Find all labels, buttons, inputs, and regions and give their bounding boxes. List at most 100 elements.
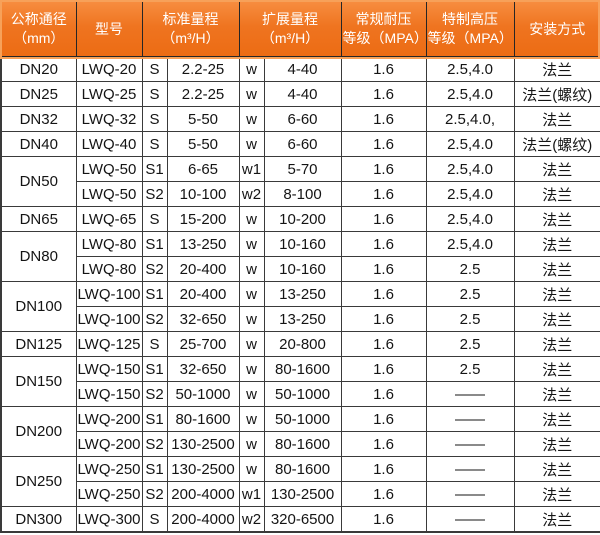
header-text: （mm） — [13, 30, 65, 46]
cell-extended-range-code: w — [238, 431, 265, 457]
header-installation: 安装方式 — [513, 0, 600, 57]
cell-nominal-diameter: DN25 — [0, 81, 77, 107]
cell-regular-pressure: 1.6 — [340, 106, 427, 132]
cell-model: LWQ-50 — [75, 156, 143, 182]
cell-standard-range-code: S1 — [141, 456, 168, 482]
cell-high-pressure: 2.5,4.0 — [425, 181, 515, 207]
cell-standard-range-value: 15-200 — [166, 206, 240, 232]
cell-standard-range-code: S2 — [141, 306, 168, 332]
cell-extended-range-value: 80-1600 — [263, 356, 342, 382]
cell-regular-pressure: 1.6 — [340, 156, 427, 182]
cell-regular-pressure: 1.6 — [340, 281, 427, 307]
cell-model: LWQ-250 — [75, 481, 143, 507]
cell-extended-range-code: w1 — [238, 156, 265, 182]
header-text: 型号 — [95, 20, 123, 37]
cell-extended-range-code: w — [238, 356, 265, 382]
header-text: 公称通径 — [10, 11, 67, 28]
cell-model: LWQ-80 — [75, 256, 143, 282]
cell-nominal-diameter: DN65 — [0, 206, 77, 232]
cell-standard-range-value: 130-2500 — [166, 431, 240, 457]
cell-standard-range-value: 200-4000 — [166, 481, 240, 507]
cell-model: LWQ-200 — [75, 431, 143, 457]
cell-extended-range-code: w — [238, 131, 265, 157]
table-body: DN20 LWQ-20 S 2.2-25 w 4-40 1.6 2.5,4.0 法兰 DN25 LW… — [0, 56, 600, 533]
cell-high-pressure: 2.5 — [425, 356, 515, 382]
cell-nominal-diameter: DN200 — [0, 406, 77, 457]
cell-model: LWQ-40 — [75, 131, 143, 157]
cell-model: LWQ-100 — [75, 281, 143, 307]
cell-extended-range-value: 6-60 — [263, 131, 342, 157]
cell-extended-range-value: 320-6500 — [263, 506, 342, 533]
cell-extended-range-code: w — [238, 106, 265, 132]
cell-standard-range-value: 2.2-25 — [166, 81, 240, 107]
cell-extended-range-value: 13-250 — [263, 281, 342, 307]
cell-extended-range-code: w — [238, 206, 265, 232]
table-row: DN65 LWQ-65 S 15-200 w 10-200 1.6 2.5,4.0 法兰 — [0, 206, 600, 232]
table-row: DN300 LWQ-300 S 200-4000 w2 320-6500 1.6 —— 法兰 — [0, 506, 600, 533]
cell-standard-range-value: 10-100 — [166, 181, 240, 207]
cell-high-pressure: 2.5 — [425, 256, 515, 282]
cell-regular-pressure: 1.6 — [340, 406, 427, 432]
header-regular-pressure: 常规耐压 等级（MPA） — [340, 0, 428, 57]
cell-extended-range-value: 4-40 — [263, 81, 342, 107]
cell-regular-pressure: 1.6 — [340, 181, 427, 207]
cell-installation: 法兰 — [513, 356, 600, 382]
cell-high-pressure: 2.5,4.0 — [425, 131, 515, 157]
cell-extended-range-code: w2 — [238, 181, 265, 207]
cell-model: LWQ-25 — [75, 81, 143, 107]
cell-high-pressure: 2.5,4.0, — [425, 106, 515, 132]
cell-standard-range-value: 32-650 — [166, 306, 240, 332]
header-standard-range: 标准量程 （m³/H） — [141, 0, 240, 57]
cell-standard-range-code: S — [141, 506, 168, 533]
cell-high-pressure: 2.5,4.0 — [425, 81, 515, 107]
cell-installation: 法兰 — [513, 431, 600, 457]
cell-extended-range-code: w — [238, 381, 265, 407]
cell-extended-range-value: 10-160 — [263, 231, 342, 257]
header-text: 特制高压 — [442, 11, 499, 28]
cell-model: LWQ-150 — [75, 356, 143, 382]
table-row: DN50 LWQ-50 S1 6-65 w1 5-70 1.6 2.5,4.0 法兰 — [0, 156, 600, 207]
cell-standard-range-value: 130-2500 — [166, 456, 240, 482]
table-row: DN100 LWQ-100 S1 20-400 w 13-250 1.6 2.5 法兰 — [0, 281, 600, 332]
cell-installation: 法兰(螺纹) — [513, 131, 600, 157]
cell-regular-pressure: 1.6 — [340, 56, 427, 82]
header-text: 等级（MPA） — [342, 30, 428, 46]
cell-high-pressure: —— — [425, 481, 515, 507]
cell-extended-range-value: 10-160 — [263, 256, 342, 282]
table-row: LWQ-250 S2 200-4000 w1 130-2500 1.6 —— 法兰 — [1, 481, 600, 507]
cell-standard-range-code: S1 — [141, 231, 168, 257]
cell-extended-range-code: w2 — [238, 506, 265, 533]
cell-nominal-diameter: DN100 — [0, 281, 77, 332]
table-row: DN25 LWQ-25 S 2.2-25 w 4-40 1.6 2.5,4.0 法兰(螺纹) — [0, 81, 600, 107]
cell-extended-range-code: w — [238, 81, 265, 107]
cell-installation: 法兰 — [513, 156, 600, 182]
cell-standard-range-value: 2.2-25 — [166, 56, 240, 82]
table-row: LWQ-50 S2 10-100 w2 8-100 1.6 2.5,4.0 法兰 — [1, 181, 600, 207]
cell-extended-range-value: 80-1600 — [263, 456, 342, 482]
cell-extended-range-code: w — [238, 231, 265, 257]
cell-extended-range-value: 10-200 — [263, 206, 342, 232]
cell-nominal-diameter: DN125 — [0, 331, 77, 357]
cell-standard-range-code: S — [141, 331, 168, 357]
cell-installation: 法兰 — [513, 456, 600, 482]
header-text: 标准量程 — [162, 11, 219, 28]
cell-extended-range-code: w1 — [238, 481, 265, 507]
cell-installation: 法兰 — [513, 206, 600, 232]
cell-extended-range-value: 13-250 — [263, 306, 342, 332]
cell-standard-range-code: S2 — [141, 381, 168, 407]
cell-standard-range-value: 5-50 — [166, 131, 240, 157]
cell-extended-range-value: 50-1000 — [263, 381, 342, 407]
cell-extended-range-code: w — [238, 306, 265, 332]
cell-regular-pressure: 1.6 — [340, 481, 427, 507]
cell-nominal-diameter: DN250 — [0, 456, 77, 507]
cell-model: LWQ-32 — [75, 106, 143, 132]
table-row: DN250 LWQ-250 S1 130-2500 w 80-1600 1.6 —— 法兰 — [0, 456, 600, 507]
cell-installation: 法兰 — [513, 56, 600, 82]
cell-high-pressure: 2.5,4.0 — [425, 206, 515, 232]
table-row: DN125 LWQ-125 S 25-700 w 20-800 1.6 2.5 法兰 — [0, 331, 600, 357]
table-row: DN20 LWQ-20 S 2.2-25 w 4-40 1.6 2.5,4.0 法兰 — [0, 56, 600, 82]
cell-extended-range-value: 6-60 — [263, 106, 342, 132]
cell-standard-range-code: S — [141, 106, 168, 132]
cell-high-pressure: 2.5,4.0 — [425, 56, 515, 82]
